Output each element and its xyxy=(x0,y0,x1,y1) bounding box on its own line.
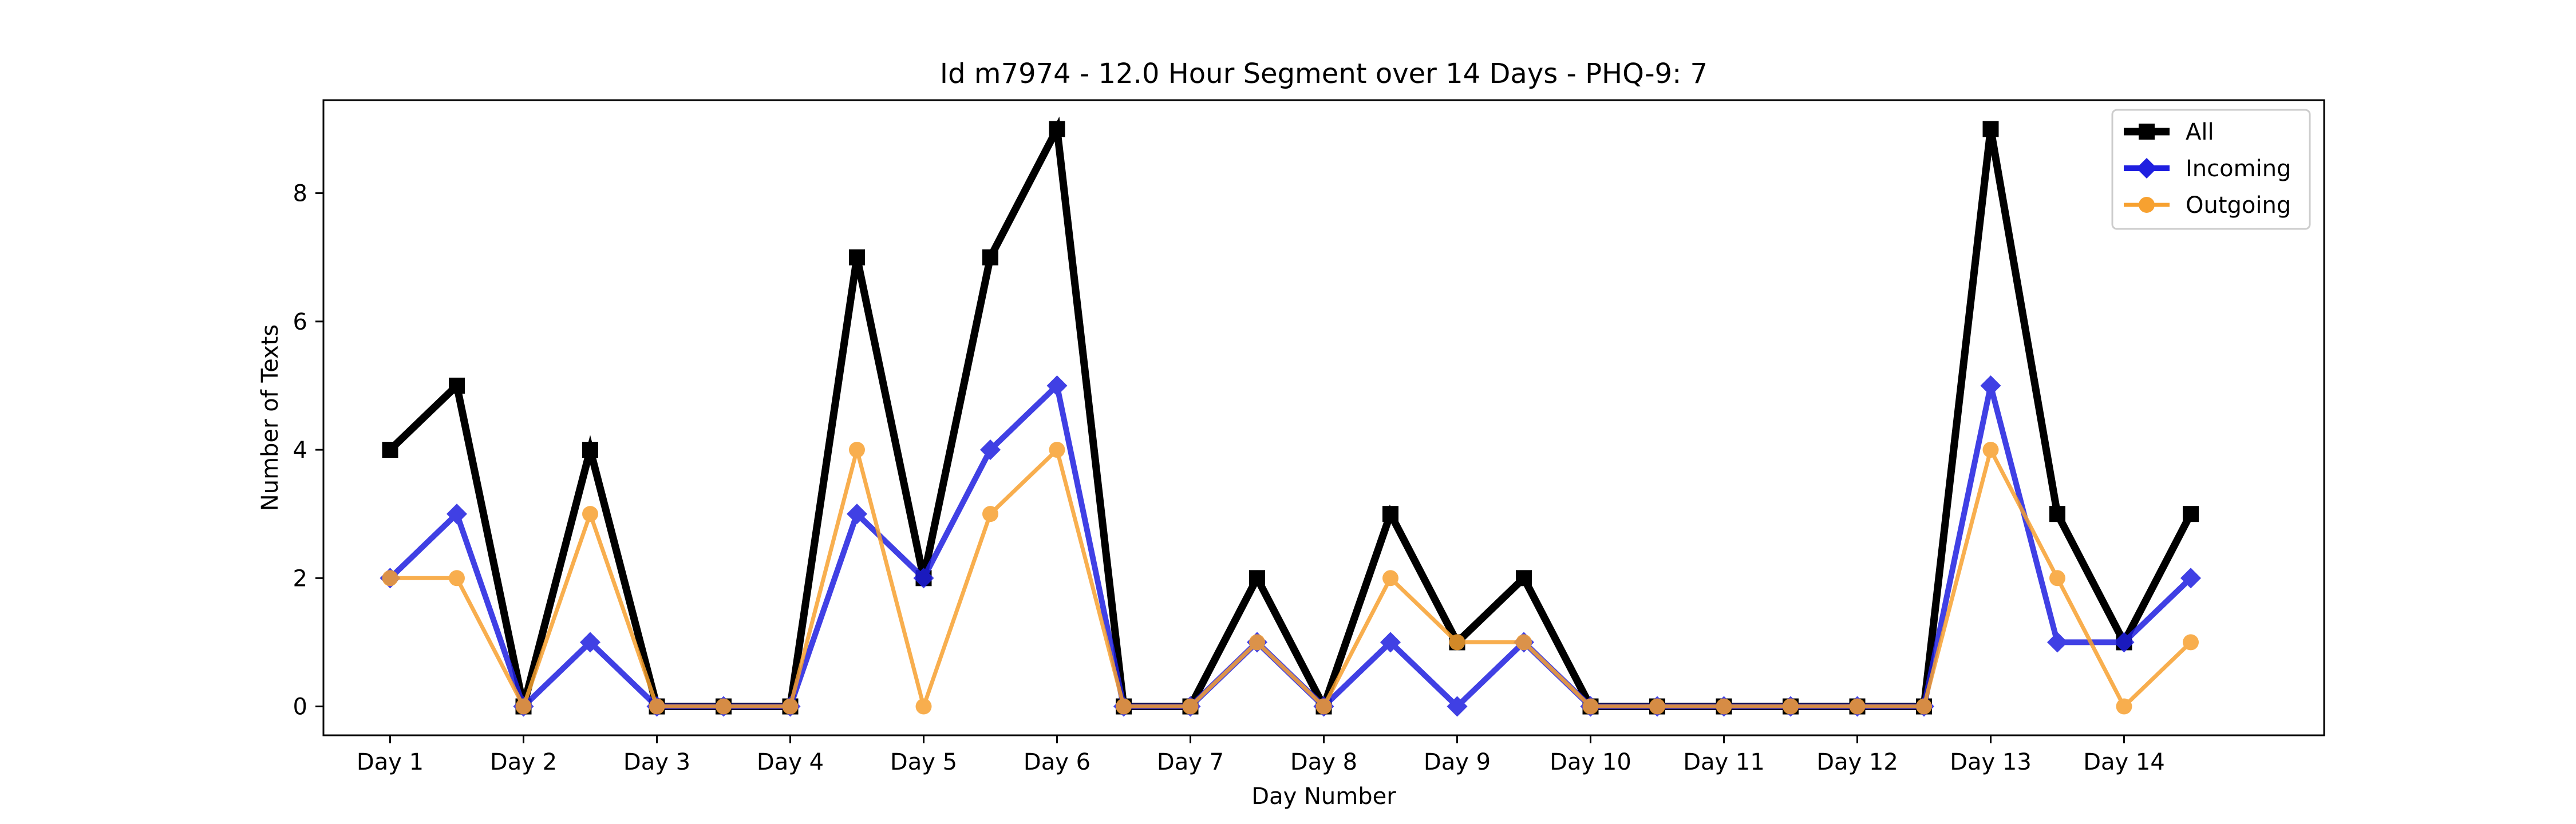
data-point-outgoing xyxy=(1582,698,1599,715)
data-point-outgoing xyxy=(1649,698,1665,715)
data-point-all xyxy=(2183,506,2199,522)
legend-item-all: All xyxy=(2124,119,2214,145)
y-tick-label: 6 xyxy=(293,309,307,335)
series-line-outgoing xyxy=(390,442,2192,714)
y-axis-label: Number of Texts xyxy=(257,324,283,511)
data-point-all xyxy=(1982,121,1999,137)
data-point-outgoing xyxy=(1182,698,1199,715)
data-point-incoming xyxy=(1380,632,1401,653)
x-tick-label: Day 14 xyxy=(2083,749,2165,775)
x-tick-label: Day 7 xyxy=(1157,749,1224,775)
data-point-incoming xyxy=(1046,375,1068,396)
data-point-outgoing xyxy=(649,698,665,715)
data-point-outgoing xyxy=(1716,698,1732,715)
legend-label-all: All xyxy=(2186,119,2214,145)
data-point-outgoing xyxy=(1249,634,1265,651)
data-point-incoming xyxy=(913,568,934,589)
data-point-incoming xyxy=(2113,632,2135,653)
data-point-outgoing xyxy=(716,698,732,715)
data-point-incoming xyxy=(847,504,867,525)
legend: All Incoming Outgoing xyxy=(2111,109,2311,230)
data-point-outgoing xyxy=(1516,634,1532,651)
data-point-outgoing xyxy=(2183,634,2199,651)
x-tick-label: Day 6 xyxy=(1024,749,1091,775)
data-point-outgoing xyxy=(382,570,398,587)
data-point-outgoing xyxy=(915,698,932,715)
data-point-all xyxy=(849,249,865,266)
data-point-incoming xyxy=(1980,375,2001,396)
data-point-outgoing xyxy=(2116,698,2132,715)
x-axis-label: Day Number xyxy=(1251,783,1396,810)
data-point-outgoing xyxy=(1982,442,1999,458)
data-point-outgoing xyxy=(1315,698,1332,715)
series-outgoing xyxy=(382,442,2199,715)
x-axis: Day 1 Day 2 Day 3 Day 4 Day 5 Day 6 Day 7 Day 8… xyxy=(357,735,2165,775)
x-tick-label: Day 9 xyxy=(1424,749,1491,775)
data-point-all xyxy=(582,442,598,458)
x-tick-label: Day 13 xyxy=(1950,749,2032,775)
x-tick-label: Day 2 xyxy=(490,749,557,775)
y-tick-label: 0 xyxy=(293,694,307,720)
data-point-all xyxy=(1049,121,1065,137)
data-point-incoming xyxy=(580,632,600,653)
x-tick-label: Day 5 xyxy=(890,749,957,775)
data-point-outgoing xyxy=(582,506,598,522)
data-point-all xyxy=(449,377,465,394)
y-tick-label: 2 xyxy=(293,565,307,592)
legend-label-outgoing: Outgoing xyxy=(2186,192,2291,219)
data-point-incoming xyxy=(1447,696,1468,717)
data-point-incoming xyxy=(2047,632,2068,653)
data-point-outgoing xyxy=(1449,634,1465,651)
data-point-outgoing xyxy=(1916,698,1932,715)
x-tick-label: Day 8 xyxy=(1290,749,1357,775)
data-point-incoming xyxy=(447,504,467,525)
data-point-outgoing xyxy=(515,698,532,715)
data-point-outgoing xyxy=(1049,442,1065,458)
legend-label-incoming: Incoming xyxy=(2186,156,2291,182)
legend-box xyxy=(2111,109,2311,230)
legend-item-incoming: Incoming xyxy=(2124,156,2291,182)
data-point-outgoing xyxy=(1116,698,1132,715)
data-point-all xyxy=(1249,570,1265,587)
x-tick-label: Day 11 xyxy=(1683,749,1765,775)
data-point-outgoing xyxy=(449,570,465,587)
legend-marker-all xyxy=(2139,124,2155,140)
data-point-incoming xyxy=(2180,568,2201,589)
data-point-outgoing xyxy=(782,698,799,715)
data-point-outgoing xyxy=(849,442,865,458)
data-point-outgoing xyxy=(1382,570,1398,587)
data-point-outgoing xyxy=(2049,570,2065,587)
data-point-all xyxy=(382,442,398,458)
y-tick-label: 8 xyxy=(293,181,307,207)
x-tick-label: Day 1 xyxy=(357,749,424,775)
legend-item-outgoing: Outgoing xyxy=(2124,192,2291,219)
x-tick-label: Day 12 xyxy=(1816,749,1898,775)
legend-marker-outgoing xyxy=(2139,197,2155,213)
x-tick-label: Day 3 xyxy=(623,749,690,775)
y-tick-label: 4 xyxy=(293,437,307,464)
x-tick-label: Day 4 xyxy=(757,749,824,775)
data-point-all xyxy=(982,249,998,266)
data-point-incoming xyxy=(980,439,1001,461)
chart-title: Id m7974 - 12.0 Hour Segment over 14 Day… xyxy=(940,58,1708,90)
series-layer xyxy=(380,116,2201,717)
y-axis: 0 2 4 6 8 xyxy=(293,181,323,720)
data-point-all xyxy=(1516,570,1532,587)
data-point-outgoing xyxy=(1849,698,1866,715)
data-point-all xyxy=(2049,506,2065,522)
data-point-all xyxy=(1382,506,1398,522)
x-tick-label: Day 10 xyxy=(1550,749,1631,775)
data-point-outgoing xyxy=(982,506,998,522)
data-point-outgoing xyxy=(1783,698,1799,715)
legend-marker-incoming xyxy=(2136,158,2157,179)
